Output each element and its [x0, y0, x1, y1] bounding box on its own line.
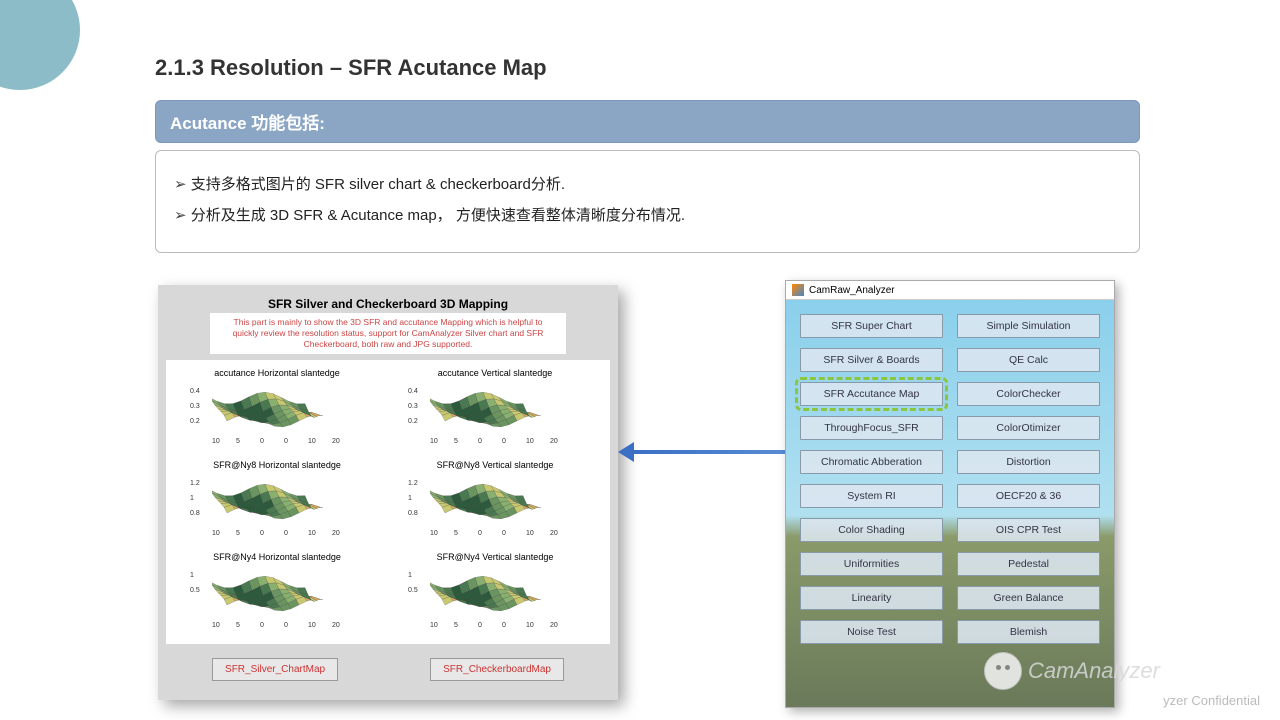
sfr-super-chart-button[interactable]: SFR Super Chart: [800, 314, 943, 338]
chart-title: SFR@Ny8 Horizontal slantedge: [172, 458, 382, 470]
sfr-accutance-map-button[interactable]: SFR Accutance Map: [800, 382, 943, 406]
green-balance-button[interactable]: Green Balance: [957, 586, 1100, 610]
chart-title: SFR@Ny4 Horizontal slantedge: [172, 550, 382, 562]
sfr-silver-boards-button[interactable]: SFR Silver & Boards: [800, 348, 943, 372]
panel-button-row: SFR_Silver_ChartMap SFR_CheckerboardMap: [166, 658, 610, 681]
app-icon: [792, 284, 804, 296]
section-header: Acutance 功能包括:: [155, 100, 1140, 143]
colorchecker-button[interactable]: ColorChecker: [957, 382, 1100, 406]
arrow-line: [630, 450, 800, 454]
simple-simulation-button[interactable]: Simple Simulation: [957, 314, 1100, 338]
system-ri-button[interactable]: System RI: [800, 484, 943, 508]
chart-grid: accutance Horizontal slantedge 0.40.30.2…: [166, 360, 610, 644]
chart-title: SFR@Ny4 Vertical slantedge: [390, 550, 600, 562]
throughfocus-sfr-button[interactable]: ThroughFocus_SFR: [800, 416, 943, 440]
mapping-panel: SFR Silver and Checkerboard 3D Mapping T…: [158, 285, 618, 700]
surface-chart: SFR@Ny8 Vertical slantedge 1.210.8105001…: [390, 458, 600, 546]
oecf20-36-button[interactable]: OECF20 & 36: [957, 484, 1100, 508]
color-shading-button[interactable]: Color Shading: [800, 518, 943, 542]
surface-chart: SFR@Ny4 Vertical slantedge 10.5105001020: [390, 550, 600, 638]
arrow-head-icon: [618, 442, 634, 462]
window-title: CamRaw_Analyzer: [809, 285, 895, 296]
uniformities-button[interactable]: Uniformities: [800, 552, 943, 576]
brand-text: CamAnalyzer: [1028, 658, 1160, 684]
chart-title: accutance Horizontal slantedge: [172, 366, 382, 378]
chart-title: accutance Vertical slantedge: [390, 366, 600, 378]
mapping-description: This part is mainly to show the 3D SFR a…: [210, 313, 565, 354]
ois-cpr-test-button[interactable]: OIS CPR Test: [957, 518, 1100, 542]
bullet-item: 分析及生成 3D SFR & Acutance map， 方便快速查看整体清晰度…: [174, 202, 1121, 231]
qe-calc-button[interactable]: QE Calc: [957, 348, 1100, 372]
surface-chart: SFR@Ny8 Horizontal slantedge 1.210.81050…: [172, 458, 382, 546]
colorotimizer-button[interactable]: ColorOtimizer: [957, 416, 1100, 440]
mapping-title: SFR Silver and Checkerboard 3D Mapping: [166, 297, 610, 311]
wechat-icon: [984, 652, 1022, 690]
app-button-grid: SFR Super Chart Simple Simulation SFR Silv…: [786, 300, 1114, 658]
camraw-analyzer-window: CamRaw_Analyzer SFR Super Chart Simple Si…: [785, 280, 1115, 708]
confidential-text: yzer Confidential: [1163, 693, 1260, 708]
noise-test-button[interactable]: Noise Test: [800, 620, 943, 644]
bullet-item: 支持多格式图片的 SFR silver chart & checkerboard…: [174, 171, 1121, 200]
decorative-circle: [0, 0, 80, 90]
blemish-button[interactable]: Blemish: [957, 620, 1100, 644]
linearity-button[interactable]: Linearity: [800, 586, 943, 610]
sfr-silver-chartmap-button[interactable]: SFR_Silver_ChartMap: [212, 658, 338, 681]
content-box: 支持多格式图片的 SFR silver chart & checkerboard…: [155, 150, 1140, 253]
chart-title: SFR@Ny8 Vertical slantedge: [390, 458, 600, 470]
wechat-watermark: CamAnalyzer: [984, 652, 1160, 690]
sfr-checkerboardmap-button[interactable]: SFR_CheckerboardMap: [430, 658, 564, 681]
chromatic-abberation-button[interactable]: Chromatic Abberation: [800, 450, 943, 474]
pedestal-button[interactable]: Pedestal: [957, 552, 1100, 576]
surface-chart: SFR@Ny4 Horizontal slantedge 10.51050010…: [172, 550, 382, 638]
surface-chart: accutance Vertical slantedge 0.40.30.210…: [390, 366, 600, 454]
window-titlebar: CamRaw_Analyzer: [786, 281, 1114, 300]
page-title: 2.1.3 Resolution – SFR Acutance Map: [155, 55, 547, 81]
distortion-button[interactable]: Distortion: [957, 450, 1100, 474]
surface-chart: accutance Horizontal slantedge 0.40.30.2…: [172, 366, 382, 454]
